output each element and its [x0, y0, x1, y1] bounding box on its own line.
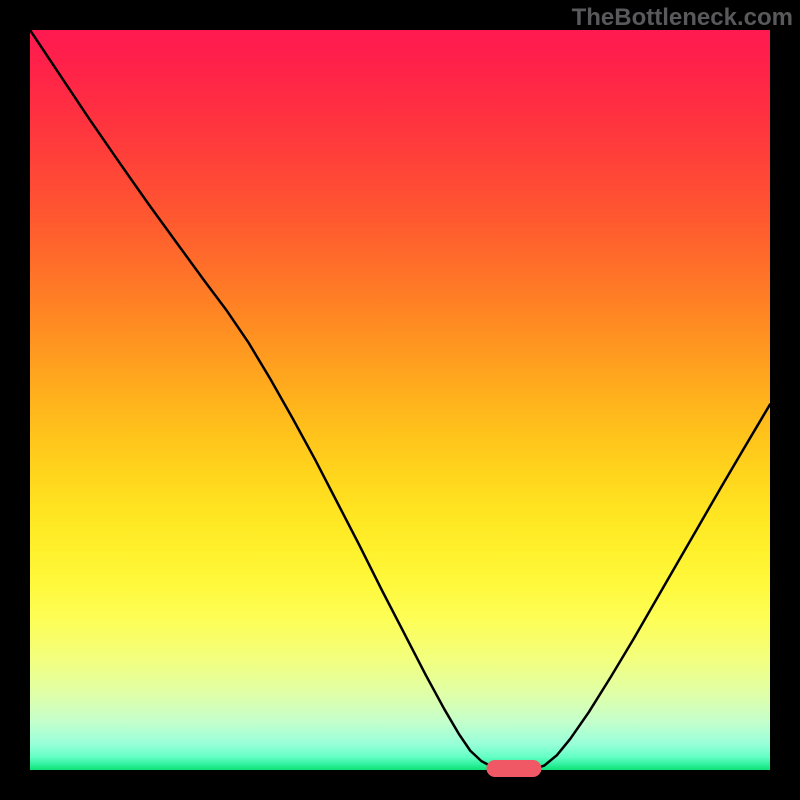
chart-container: TheBottleneck.com: [0, 0, 800, 800]
watermark-label: TheBottleneck.com: [572, 4, 793, 32]
plot-area: [30, 30, 770, 770]
